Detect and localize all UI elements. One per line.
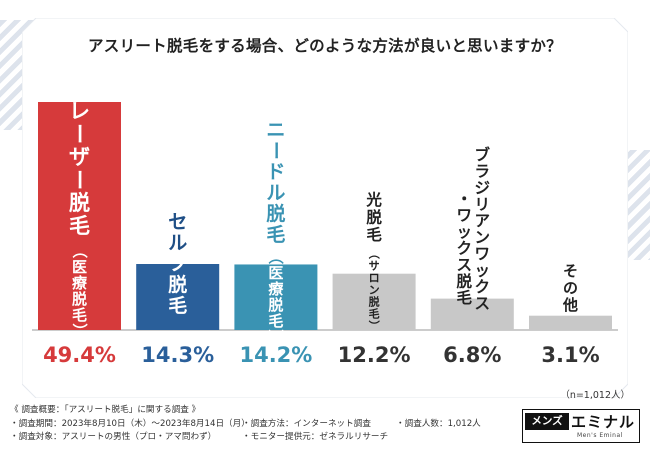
survey-period: ・調査期間：2023年8月10日（木）〜2023年8月14日（月） (10, 419, 250, 429)
svg-text:光: 光 (365, 190, 382, 209)
survey-heading: 《 調査概要：「アスリート脱毛」に関する調査 》 (10, 405, 201, 415)
svg-text:（: （ (367, 248, 380, 259)
svg-text:そ: そ (563, 262, 578, 280)
svg-text:脱: 脱 (457, 272, 473, 291)
svg-text:ジ: ジ (475, 179, 491, 197)
svg-text:療: 療 (268, 280, 284, 298)
svg-text:（: （ (267, 249, 285, 264)
svg-text:ク: ク (475, 278, 491, 296)
value-label-4: 12.2% (338, 343, 411, 367)
svg-text:毛: 毛 (69, 214, 90, 238)
svg-text:ン: ン (369, 284, 380, 297)
survey-target: ・調査対象：アスリートの男性（プロ・アマ問わず） (10, 431, 217, 442)
bar-1 (38, 102, 121, 330)
svg-text:ス: ス (475, 295, 491, 313)
value-label-3: 14.2% (239, 343, 312, 367)
svg-text:脱: 脱 (266, 202, 285, 225)
svg-text:（: （ (70, 243, 88, 258)
chart-title: アスリート脱毛をする場合、どのような方法が良いと思いますか？ (87, 37, 562, 55)
svg-text:毛: 毛 (366, 225, 382, 244)
svg-text:ー: ー (264, 141, 286, 160)
svg-text:・: ・ (457, 190, 473, 208)
svg-text:療: 療 (72, 274, 88, 292)
svg-text:ワ: ワ (475, 245, 491, 263)
svg-text:ー: ー (67, 169, 91, 190)
chart-panel: 49.4% レーザー脱毛（医療脱毛） 14.3% セルフ脱毛 14.2% ニードル脱毛（医… (22, 18, 628, 398)
svg-text:脱: 脱 (69, 191, 90, 215)
svg-text:脱: 脱 (268, 296, 283, 314)
svg-text:毛: 毛 (268, 312, 283, 330)
svg-text:医: 医 (72, 258, 87, 276)
svg-text:ル: ル (266, 182, 285, 204)
value-label-2: 14.3% (141, 343, 214, 367)
bar-4 (332, 273, 416, 330)
logo-subtitle: Men's Eminal (577, 432, 623, 439)
bar-6 (529, 315, 612, 330)
sample-size-note: （n=1,012人） (560, 390, 630, 401)
value-label-1: 49.4% (43, 343, 116, 367)
svg-text:ル: ル (168, 232, 187, 254)
svg-text:毛: 毛 (369, 307, 380, 321)
svg-text:ラ: ラ (475, 163, 491, 181)
value-label-6: 3.1% (541, 343, 599, 367)
svg-text:ッ: ッ (475, 262, 491, 280)
svg-text:）: ） (267, 329, 285, 344)
svg-text:サ: サ (369, 260, 380, 273)
logo-right-text: エミナル (571, 413, 636, 431)
brand-logo: メンズ エミナル Men's Eminal (522, 409, 640, 443)
svg-text:ッ: ッ (457, 223, 473, 241)
bar-chart: 49.4%レーザー脱毛（医療脱毛）14.3%セルフ脱毛14.2%ニードル脱毛（医… (22, 18, 628, 398)
svg-text:脱: 脱 (72, 290, 87, 308)
svg-text:ブ: ブ (475, 145, 491, 164)
svg-text:セ: セ (168, 211, 187, 233)
logo-left-text: メンズ (525, 413, 569, 430)
svg-text:ド: ド (266, 161, 285, 183)
svg-text:）: ） (367, 320, 380, 331)
svg-text:毛: 毛 (266, 224, 285, 246)
svg-text:ス: ス (457, 256, 473, 274)
survey-monitor: ・モニター提供元：ゼネラルリサーチ (242, 431, 389, 442)
svg-text:）: ） (70, 323, 88, 338)
category-label-6: その他 (562, 262, 578, 314)
svg-text:ザ: ザ (69, 145, 90, 169)
value-label-5: 6.8% (443, 343, 501, 367)
survey-summary: 《 調査概要：「アスリート脱毛」に関する調査 》 ・調査期間：2023年8月10… (10, 404, 530, 448)
svg-text:ー: ー (67, 123, 91, 144)
svg-text:他: 他 (562, 296, 578, 314)
svg-text:ワ: ワ (457, 207, 473, 225)
svg-text:脱: 脱 (168, 273, 187, 296)
svg-text:脱: 脱 (369, 295, 380, 309)
svg-text:毛: 毛 (457, 288, 473, 307)
survey-method: ・調査方法：インターネット調査 (242, 419, 371, 429)
svg-text:ニ: ニ (266, 119, 285, 141)
svg-text:リ: リ (475, 196, 491, 214)
survey-count: ・調査人数：1,012人 (396, 419, 481, 429)
bar-3 (234, 264, 318, 330)
svg-text:ロ: ロ (369, 272, 380, 285)
svg-text:医: 医 (268, 264, 283, 282)
svg-text:フ: フ (168, 253, 187, 275)
svg-text:ン: ン (475, 229, 491, 247)
bar-5 (430, 298, 514, 330)
bar-2 (136, 264, 220, 330)
svg-text:脱: 脱 (366, 208, 382, 227)
svg-text:ア: ア (475, 212, 491, 230)
svg-text:レ: レ (69, 99, 90, 123)
svg-text:の: の (563, 279, 578, 297)
svg-text:ク: ク (457, 240, 473, 258)
svg-text:毛: 毛 (72, 306, 87, 324)
svg-text:毛: 毛 (168, 295, 187, 317)
